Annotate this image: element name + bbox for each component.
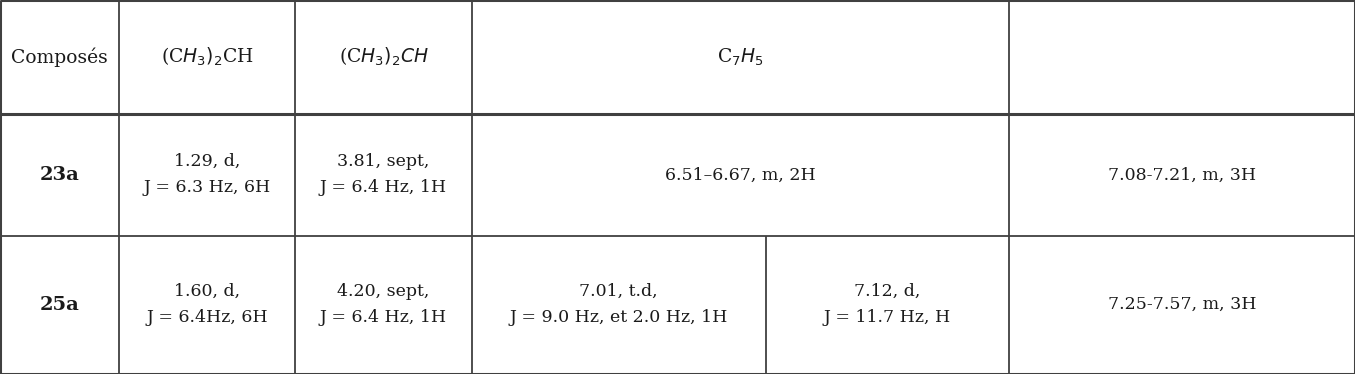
Text: 6.51–6.67, m, 2H: 6.51–6.67, m, 2H <box>665 166 816 183</box>
Text: 1.29, d,
J = 6.3 Hz, 6H: 1.29, d, J = 6.3 Hz, 6H <box>144 153 271 196</box>
Text: 3.81, sept,
J = 6.4 Hz, 1H: 3.81, sept, J = 6.4 Hz, 1H <box>320 153 447 196</box>
Text: 25a: 25a <box>39 296 80 314</box>
Text: 23a: 23a <box>39 166 80 184</box>
Text: (C$\mathit{H}_3)_2C\mathit{H}$: (C$\mathit{H}_3)_2C\mathit{H}$ <box>339 46 428 68</box>
Text: 7.25-7.57, m, 3H: 7.25-7.57, m, 3H <box>1108 296 1256 313</box>
Text: C$_7\mathit{H}_5$: C$_7\mathit{H}_5$ <box>717 46 764 68</box>
Text: 7.12, d,
J = 11.7 Hz, H: 7.12, d, J = 11.7 Hz, H <box>824 283 951 327</box>
Text: 7.01, t.d,
J = 9.0 Hz, et 2.0 Hz, 1H: 7.01, t.d, J = 9.0 Hz, et 2.0 Hz, 1H <box>509 283 728 327</box>
Text: 7.08-7.21, m, 3H: 7.08-7.21, m, 3H <box>1108 166 1256 183</box>
Text: (C$\mathit{H}_3)_2$CH: (C$\mathit{H}_3)_2$CH <box>161 46 253 68</box>
Text: 1.60, d,
J = 6.4Hz, 6H: 1.60, d, J = 6.4Hz, 6H <box>146 283 268 327</box>
Text: Composés: Composés <box>11 47 108 67</box>
Text: 4.20, sept,
J = 6.4 Hz, 1H: 4.20, sept, J = 6.4 Hz, 1H <box>320 283 447 327</box>
